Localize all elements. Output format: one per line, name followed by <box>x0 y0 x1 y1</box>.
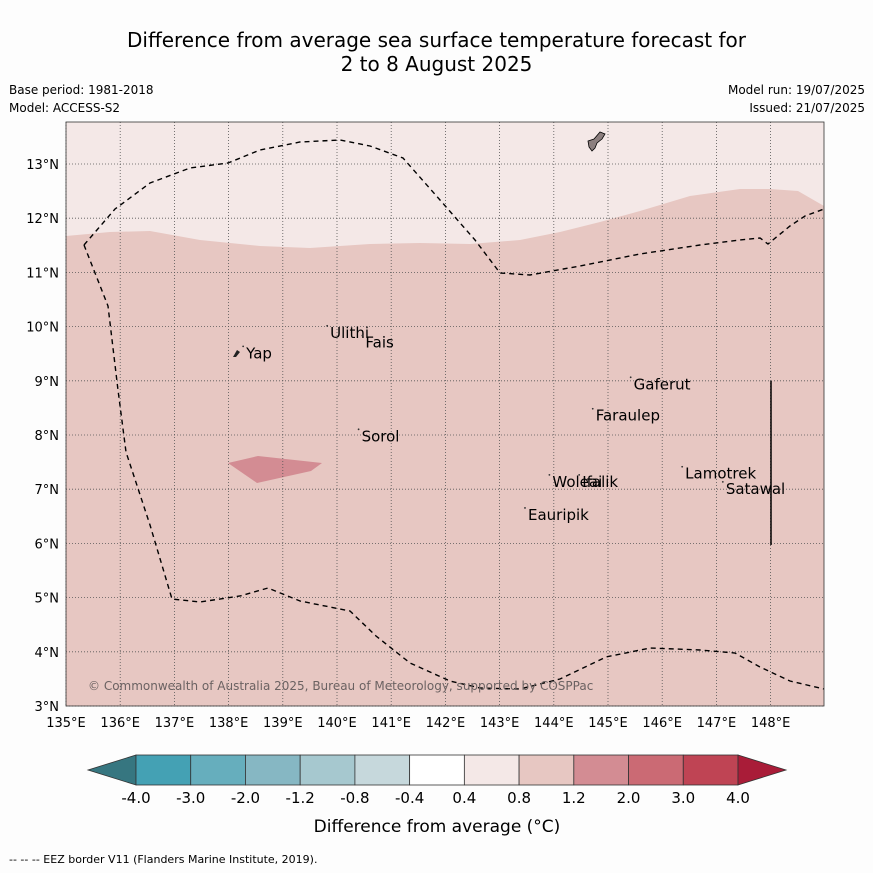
lon-tick-label: 143°E <box>480 716 520 731</box>
island-label: Sorol <box>362 427 400 445</box>
colorbar-segment <box>245 754 301 786</box>
island-label: Ulithi <box>330 324 369 342</box>
lon-tick-label: 147°E <box>697 716 737 731</box>
meta-left: Base period: 1981-2018 Model: ACCESS-S2 <box>9 81 154 117</box>
eez-border-south <box>83 244 825 690</box>
colorbar-segment <box>463 754 520 786</box>
island-label: Faraulep <box>596 407 660 425</box>
colorbar-segment <box>354 754 411 786</box>
map-frame <box>65 121 825 707</box>
anomaly-1.2-2.0-patch <box>228 456 322 483</box>
colorbar: -4.0 -3.0 -2.0 -1.2 -0.8 -0.4 0.4 0.8 1.2 2.0 3.0 4… <box>86 754 788 807</box>
colorbar-tick-label: -3.0 <box>176 789 205 807</box>
colorbar-tick-label: 4.0 <box>726 789 750 807</box>
lon-tick-label: 136°E <box>100 716 140 731</box>
lon-tick-label: 139°E <box>263 716 303 731</box>
lon-tick-label: 138°E <box>209 716 249 731</box>
lat-tick-label: 10°N <box>26 321 59 336</box>
colorbar-segment <box>409 754 465 786</box>
colorbar-segment <box>628 754 684 786</box>
axis-labels: 135°E 136°E 137°E 138°E 139°E 140°E 141°E 142°E… <box>26 158 790 731</box>
lon-tick-label: 140°E <box>317 716 357 731</box>
lon-tick-label: 146°E <box>642 716 682 731</box>
island-label: Lamotrek <box>685 465 756 483</box>
lon-tick-label: 144°E <box>534 716 574 731</box>
island-label: Gaferut <box>634 375 691 393</box>
colorbar-tick-label: 1.2 <box>562 789 586 807</box>
island-dot <box>681 465 684 468</box>
colorbar-segment <box>573 754 629 786</box>
title-line-1: Difference from average sea surface temp… <box>126 28 746 52</box>
island-label: Fais <box>365 334 394 352</box>
title-line-2: 2 to 8 August 2025 <box>340 52 533 76</box>
island-label: Ifalik <box>582 473 618 491</box>
yap-island <box>233 350 240 357</box>
island-label: Woleai <box>552 473 602 491</box>
lat-tick-label: 8°N <box>35 429 60 444</box>
guam-island <box>587 131 606 152</box>
lon-tick-label: 135°E <box>46 716 86 731</box>
lat-tick-label: 4°N <box>35 646 60 661</box>
lon-tick-label: 142°E <box>426 716 466 731</box>
island-dot <box>361 334 364 337</box>
lon-tick-label: 141°E <box>371 716 411 731</box>
lon-tick-label: 145°E <box>588 716 628 731</box>
lat-tick-label: 7°N <box>35 483 60 498</box>
model-run: Model run: 19/07/2025 <box>727 83 865 97</box>
lat-tick-label: 9°N <box>35 375 60 390</box>
island-dot <box>578 473 581 476</box>
colorbar-tick-label: -2.0 <box>231 789 260 807</box>
eez-border-north <box>83 139 825 276</box>
lon-tick-label: 148°E <box>751 716 791 731</box>
page-title: Difference from average sea surface temp… <box>0 28 873 76</box>
colorbar-tick-label: 0.8 <box>507 789 531 807</box>
lat-tick-label: 13°N <box>26 158 59 173</box>
island-dot <box>548 473 551 476</box>
lat-tick-label: 3°N <box>35 700 60 715</box>
island-dot <box>591 407 594 410</box>
map-gridlines <box>65 122 824 707</box>
colorbar-segment <box>518 754 575 786</box>
colorbar-tick-label: -0.4 <box>395 789 424 807</box>
island-label: Satawal <box>726 480 785 498</box>
island-dot <box>326 324 329 327</box>
meta-right: Model run: 19/07/2025 Issued: 21/07/2025 <box>728 81 865 117</box>
lat-tick-label: 5°N <box>35 592 60 607</box>
island-dot <box>242 345 245 348</box>
colorbar-extend-high <box>737 754 788 786</box>
colorbar-segment <box>682 754 739 786</box>
colorbar-segment <box>190 754 246 786</box>
copyright-notice: © Commonwealth of Australia 2025, Bureau… <box>88 679 593 693</box>
island-label: Yap <box>245 344 272 362</box>
island-dot <box>629 376 632 379</box>
colorbar-tick-label: 2.0 <box>617 789 641 807</box>
colorbar-label: Difference from average (°C) <box>314 817 561 837</box>
issued-date: Issued: 21/07/2025 <box>749 101 865 115</box>
lat-tick-label: 6°N <box>35 537 60 552</box>
model-name: Model: ACCESS-S2 <box>9 101 121 115</box>
colorbar-tick-label: -4.0 <box>121 789 150 807</box>
colorbar-extend-low <box>86 754 137 786</box>
eez-footnote: -- -- -- EEZ border V11 (Flanders Marine… <box>9 853 318 866</box>
lat-tick-label: 12°N <box>26 212 59 227</box>
island-dot <box>357 428 360 431</box>
lon-tick-label: 137°E <box>155 716 195 731</box>
colorbar-tick-label: 3.0 <box>671 789 695 807</box>
colorbar-segment <box>135 754 192 786</box>
colorbar-tick-label: -0.8 <box>340 789 369 807</box>
colorbar-tick-label: -1.2 <box>286 789 315 807</box>
colorbar-segment <box>299 754 356 786</box>
island-label: Eauripik <box>528 506 589 524</box>
island-dot <box>721 481 724 483</box>
island-dot <box>524 507 526 509</box>
colorbar-tick-label: 0.4 <box>452 789 476 807</box>
base-period: Base period: 1981-2018 <box>9 83 154 97</box>
lat-tick-label: 11°N <box>26 266 59 281</box>
